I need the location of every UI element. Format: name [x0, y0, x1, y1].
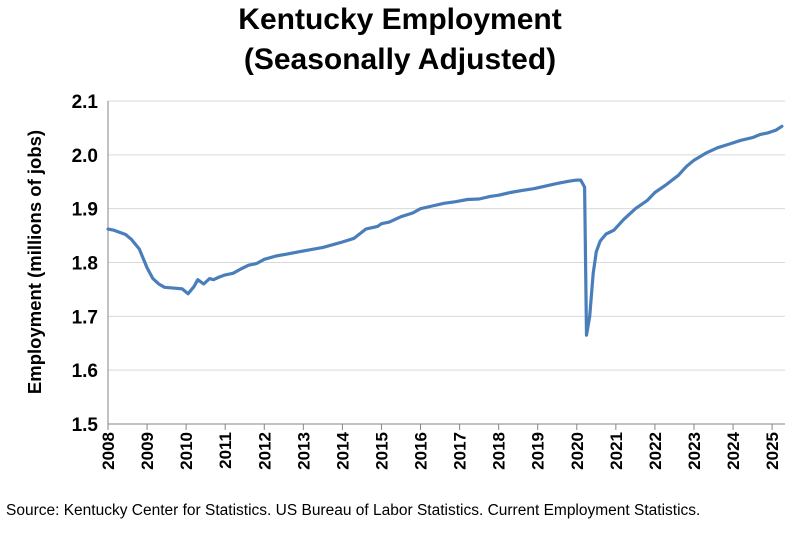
source-note: Source: Kentucky Center for Statistics. … — [6, 502, 701, 519]
chart-title-line2: (Seasonally Adjusted) — [243, 43, 557, 76]
x-tick-label: 2013 — [294, 432, 313, 470]
axes — [107, 101, 785, 430]
x-tick-label: 2008 — [99, 432, 118, 470]
x-tick-label: 2015 — [372, 432, 391, 470]
y-tick-label: 1.8 — [72, 254, 98, 275]
x-tick-label: 2010 — [177, 432, 196, 470]
x-tick-label: 2024 — [724, 431, 743, 469]
chart-title-line1: Kentucky Employment — [238, 3, 562, 36]
x-tick-label: 2021 — [607, 432, 626, 470]
x-tick-label: 2025 — [763, 432, 782, 470]
y-tick-label: 1.6 — [72, 361, 98, 382]
series-group — [106, 124, 784, 337]
x-tick-labels: 2008 2009 2010 2011 2012 2013 2014 2015 2016 2017… — [99, 431, 782, 469]
x-tick-label: 2022 — [646, 432, 665, 470]
x-tick-label: 2019 — [529, 432, 548, 470]
line-chart: 1.51.61.71.81.92.02.1 2008 2009 2010 2011 20… — [24, 92, 785, 470]
y-tick-label: 1.7 — [72, 307, 98, 328]
y-tick-label: 1.9 — [72, 200, 98, 221]
y-axis-label: Employment (millions of jobs) — [24, 130, 45, 394]
x-tick-label: 2023 — [685, 432, 704, 470]
x-tick-label: 2014 — [333, 431, 352, 469]
x-tick-label: 2018 — [490, 432, 509, 470]
x-tick-label: 2016 — [412, 432, 431, 470]
x-tick-label: 2017 — [451, 432, 470, 470]
y-tick-label: 1.5 — [72, 415, 99, 436]
y-tick-labels: 1.5 1.6 1.7 1.8 1.9 2.0 2.1 — [72, 92, 99, 436]
gridlines — [108, 100, 785, 371]
series-line — [106, 124, 784, 337]
y-tick-label: 2.0 — [72, 146, 98, 167]
y-tick-label: 2.1 — [72, 92, 99, 113]
x-tick-label: 2012 — [255, 432, 274, 470]
x-tick-label: 2009 — [138, 432, 157, 470]
x-tick-label: 2011 — [216, 432, 235, 469]
x-tick-label: 2020 — [568, 432, 587, 470]
